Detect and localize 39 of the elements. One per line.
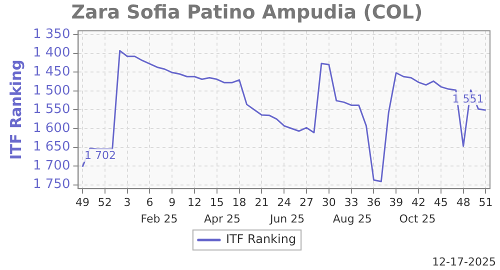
y-tick-label: 1 650 [33,140,70,155]
x-tick-label: 6 [146,196,154,210]
x-tick-label: 21 [254,196,269,210]
x-tick-label: 30 [322,196,336,210]
x-tick-label: 51 [478,196,493,210]
x2-tick-label: Aug 25 [332,212,372,226]
legend-label: ITF Ranking [226,232,296,246]
chart-title: Zara Sofia Patino Ampudia (COL) [71,1,423,24]
x-tick-label: 27 [300,196,314,210]
x-tick-label: 48 [456,196,470,210]
y-tick-label: 1 600 [33,120,70,136]
y-tick-label: 1 750 [33,177,70,192]
x-tick-label: 42 [412,196,426,210]
y-tick-label: 1 450 [33,64,70,80]
y-tick-label: 1 500 [33,83,70,98]
x2-tick-label: Oct 25 [399,212,436,226]
y-tick-label: 1 550 [33,102,70,118]
annotation: 1 702 [84,149,116,162]
x-tick-label: 24 [277,196,292,210]
y-tick-label: 1 400 [33,46,70,61]
x2-tick-label: Jun 25 [268,212,305,226]
x-tick-label: 52 [98,196,112,210]
x-tick-label: 3 [124,196,131,210]
x-tick-label: 15 [210,196,224,210]
x2-tick-label: Apr 25 [204,212,240,226]
x-tick-label: 9 [168,196,176,210]
x2-tick-label: Feb 25 [140,212,178,226]
y-axis-title: ITF Ranking [6,60,25,160]
y-tick-label: 1 700 [33,158,70,174]
x-tick-label: 45 [434,196,448,210]
x-tick-label: 12 [187,196,202,210]
x-tick-label: 36 [366,196,381,210]
x-tick-label: 18 [232,196,246,210]
x-tick-label: 33 [344,196,358,210]
annotation: 1 551 [452,92,484,106]
y-tick-label: 1 350 [33,26,70,42]
text: 12-17-2025 [432,255,496,268]
x-tick-label: 39 [389,196,404,210]
x-tick-label: 49 [75,196,90,210]
